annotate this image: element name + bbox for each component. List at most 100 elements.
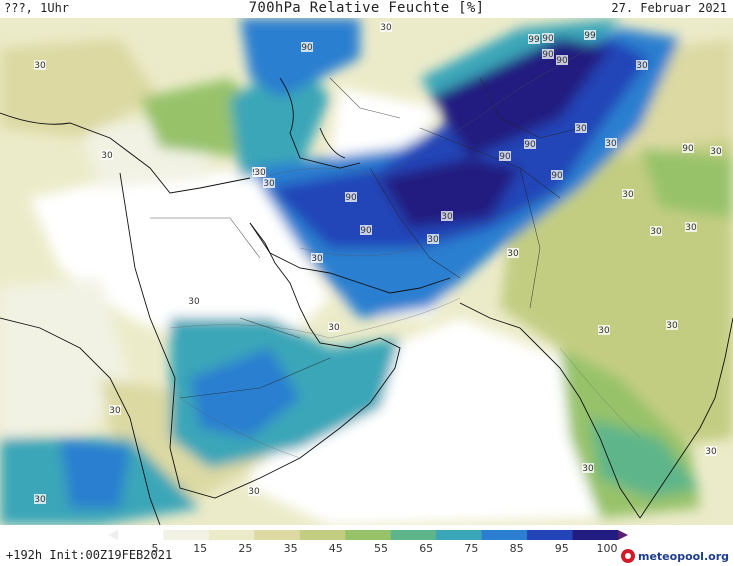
contour-label-bg	[360, 225, 372, 235]
contour-label-bg	[575, 123, 587, 133]
colorbar-tick-label: 95	[554, 542, 569, 555]
colorbar-swatch	[208, 530, 255, 540]
contour-label-bg	[499, 151, 511, 161]
header-bar: ???, 1Uhr 700hPa Relative Feuchte [%] 27…	[0, 0, 733, 18]
contour-label-bg	[109, 405, 121, 415]
colorbar-swatch	[345, 530, 392, 540]
contour-label-bg	[666, 320, 678, 330]
contour-label-bg	[622, 189, 634, 199]
colorbar-tick-label: 55	[374, 542, 388, 555]
forecast-info: +192h Init:00Z19FEB2021	[6, 548, 173, 562]
contour-label: 30	[101, 151, 113, 161]
contour-label: 90	[551, 171, 563, 181]
contour-label-bg	[34, 494, 46, 504]
contour-label-bg	[636, 60, 648, 70]
contour-label: 30	[598, 326, 610, 336]
contour-label: 30	[582, 464, 594, 474]
contour-label: 30	[254, 168, 266, 178]
contour-label: 30	[441, 212, 453, 222]
contour-label: 30	[34, 495, 46, 505]
meteopool-logo-icon	[621, 549, 635, 563]
contour-label-bg	[380, 22, 392, 32]
colorbar-swatch	[481, 530, 528, 540]
contour-label: 30	[109, 406, 121, 416]
contour-label-bg	[556, 55, 568, 65]
contour-label-bg	[188, 296, 200, 306]
contour-label: 30	[710, 147, 722, 157]
colorbar-tick-label: 25	[238, 542, 253, 555]
contour-label-bg	[263, 178, 275, 188]
contour-label: 30	[650, 227, 662, 237]
contour-label: 30	[705, 447, 717, 457]
contour-label: 90	[499, 152, 511, 162]
contour-label: 30	[328, 323, 340, 333]
contour-label: 30	[636, 61, 648, 71]
contour-label-bg	[441, 211, 453, 221]
contour-label-bg	[507, 248, 519, 258]
contour-label-bg	[254, 167, 266, 177]
contour-label-bg	[248, 486, 260, 496]
contour-label: 30	[188, 297, 200, 307]
contour-label-bg	[427, 234, 439, 244]
contour-label: 30	[622, 190, 634, 200]
country-borders	[150, 77, 581, 399]
contour-label-bg	[551, 170, 563, 180]
colorbar-swatch	[572, 530, 619, 540]
colorbar-tick-label: 45	[328, 542, 343, 555]
contour-label-bg	[301, 42, 313, 52]
colorbar-tick-label: 75	[464, 542, 479, 555]
colorbar-tick-label: 100	[596, 542, 618, 555]
contour-label-bg	[311, 253, 323, 263]
contour-label-bg	[524, 139, 536, 149]
colorbar-swatch	[163, 530, 210, 540]
brand-badge[interactable]: meteopool.org	[621, 549, 729, 563]
valid-date-label: 27. Februar 2021	[611, 1, 727, 15]
colorbar-tick-label: 85	[509, 542, 524, 555]
coastlines	[0, 77, 733, 525]
humidity-field	[0, 18, 733, 525]
colorbar-min-arrow	[108, 530, 118, 540]
contour-label: 30	[666, 321, 678, 331]
contour-label: 30	[575, 124, 587, 134]
colorbar-swatch	[527, 530, 574, 540]
contour-label-bg	[328, 322, 340, 332]
contour-label-bg	[682, 143, 694, 153]
colorbar-swatch	[390, 530, 437, 540]
contour-label-bg	[528, 34, 540, 44]
colorbar	[108, 530, 628, 540]
contour-label: 30	[248, 487, 260, 497]
contour-label: 30	[685, 223, 697, 233]
contour-label: 90	[682, 144, 694, 154]
colorbar-swatch	[436, 530, 483, 540]
contour-label: 30	[34, 61, 46, 71]
contour-label-bg	[705, 446, 717, 456]
map-title: 700hPa Relative Feuchte [%]	[248, 0, 485, 16]
colorbar-tick-label: 15	[193, 542, 208, 555]
contour-label-bg	[598, 325, 610, 335]
valid-time-label: ???, 1Uhr	[4, 1, 70, 15]
humidity-map: 3090999099909030309090303030909030903090…	[0, 18, 733, 525]
colorbar-tick-label: 65	[419, 542, 434, 555]
colorbar-swatch	[254, 530, 301, 540]
colorbar-max-arrow	[618, 530, 628, 540]
contour-label: 30	[507, 249, 519, 259]
colorbar-swatch	[299, 530, 346, 540]
contour-label: 90	[524, 140, 536, 150]
contour-label: 30	[605, 139, 617, 149]
contour-label: 90	[301, 43, 313, 53]
contour-label-bg	[582, 463, 594, 473]
contour-label-bg	[542, 49, 554, 59]
contour-label-bg	[685, 222, 697, 232]
contour-label-bg	[34, 60, 46, 70]
contour-label: 90	[360, 226, 372, 236]
contour-label: 99	[584, 31, 596, 41]
contour-label: 30	[311, 254, 323, 264]
contour-label: 30	[380, 23, 392, 33]
contour-label: 90	[542, 50, 554, 60]
contour-label-group: 3090999099909030309090303030909030903090…	[34, 22, 722, 505]
map-canvas: 3090999099909030309090303030909030903090…	[0, 18, 733, 525]
colorbar-swatch	[118, 530, 164, 540]
colorbar-tick-label: 5	[151, 542, 159, 555]
contour-label: 30	[263, 179, 275, 189]
contour-label: 90	[542, 34, 554, 44]
